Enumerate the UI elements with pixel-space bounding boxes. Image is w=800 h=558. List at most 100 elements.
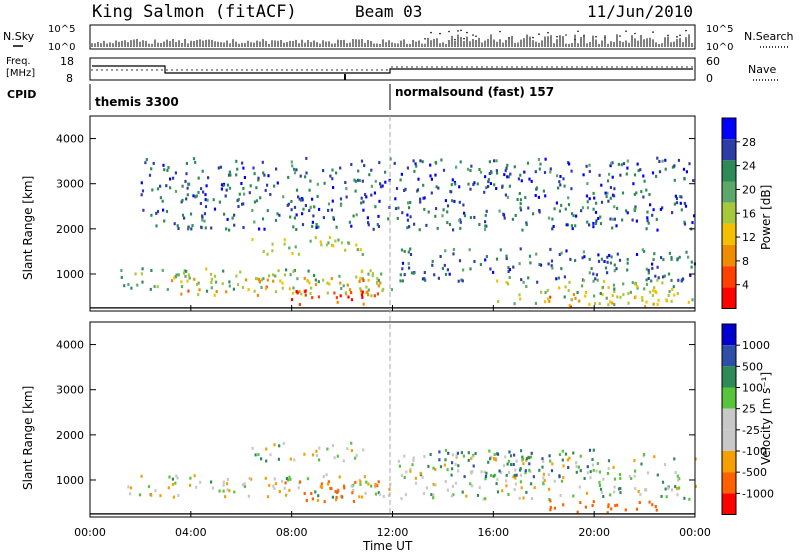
- heatmap-cell: [603, 260, 606, 263]
- heatmap-cell: [235, 274, 238, 278]
- heatmap-cell: [590, 267, 593, 271]
- heatmap-cell: [222, 184, 225, 187]
- heatmap-cell: [550, 259, 554, 263]
- heatmap-cell: [407, 262, 410, 266]
- power-colorbar-label: Power [dB]: [759, 185, 773, 250]
- heatmap-cell: [493, 457, 496, 461]
- heatmap-cell: [558, 453, 562, 456]
- heatmap-cell: [231, 216, 234, 220]
- heatmap-cell: [403, 454, 406, 458]
- heatmap-cell: [145, 158, 148, 162]
- nsearch-dot: [685, 29, 687, 32]
- heatmap-cell: [377, 480, 380, 484]
- heatmap-cell: [691, 298, 694, 302]
- nave-dot: [361, 69, 363, 71]
- heatmap-cell: [594, 210, 598, 214]
- heatmap-cell: [625, 209, 628, 213]
- heatmap-cell: [415, 164, 418, 168]
- heatmap-cell: [675, 487, 679, 491]
- heatmap-cell: [403, 273, 406, 277]
- heatmap-cell: [656, 278, 659, 282]
- heatmap-cell: [240, 182, 243, 185]
- nsky-tick-bottom: 10^0: [48, 42, 75, 53]
- heatmap-cell: [652, 258, 655, 262]
- heatmap-cell: [613, 287, 616, 291]
- heatmap-cell: [606, 472, 610, 475]
- heatmap-cell: [233, 213, 236, 217]
- heatmap-cell: [409, 247, 412, 251]
- nave-dot: [241, 69, 243, 71]
- nave-dot: [341, 69, 343, 71]
- heatmap-cell: [185, 197, 188, 201]
- heatmap-cell: [382, 287, 385, 291]
- heatmap-cell: [241, 286, 245, 289]
- heatmap-cell: [269, 453, 272, 457]
- heatmap-cell: [618, 258, 622, 262]
- heatmap-cell: [315, 223, 318, 226]
- heatmap-cell: [444, 448, 447, 452]
- heatmap-cell: [140, 193, 143, 197]
- heatmap-cell: [467, 182, 470, 186]
- heatmap-cell: [570, 187, 573, 191]
- heatmap-cell: [652, 302, 655, 306]
- heatmap-cell: [657, 276, 660, 280]
- heatmap-cell: [648, 193, 651, 196]
- heatmap-cell: [567, 466, 570, 469]
- heatmap-cell: [430, 191, 433, 195]
- heatmap-cell: [228, 173, 231, 177]
- heatmap-cell: [360, 201, 363, 205]
- heatmap-cell: [140, 474, 143, 478]
- heatmap-cell: [685, 250, 688, 254]
- nave-dot: [451, 66, 453, 68]
- heatmap-cell: [144, 161, 147, 165]
- heatmap-cell: [141, 189, 145, 193]
- nave-dot: [421, 66, 423, 68]
- heatmap-cell: [525, 490, 528, 494]
- heatmap-cell: [180, 292, 183, 296]
- heatmap-cell: [370, 193, 373, 197]
- heatmap-cell: [462, 268, 465, 272]
- heatmap-cell: [210, 226, 213, 230]
- heatmap-cell: [551, 217, 554, 221]
- heatmap-cell: [347, 241, 350, 245]
- heatmap-cell: [613, 263, 616, 267]
- nave-dot: [506, 66, 508, 68]
- heatmap-cell: [187, 227, 190, 231]
- heatmap-cell: [404, 493, 407, 497]
- heatmap-cell: [555, 277, 558, 281]
- heatmap-cell: [165, 184, 168, 188]
- heatmap-cell: [450, 190, 453, 194]
- heatmap-cell: [173, 222, 176, 226]
- heatmap-cell: [296, 277, 299, 281]
- heatmap-cell: [325, 473, 328, 477]
- heatmap-cell: [272, 279, 275, 283]
- nave-dot: [231, 69, 233, 71]
- heatmap-cell: [459, 220, 462, 224]
- heatmap-cell: [485, 471, 488, 475]
- heatmap-cell: [592, 272, 595, 276]
- heatmap-cell: [606, 255, 609, 259]
- heatmap-cell: [654, 274, 657, 278]
- heatmap-cell: [683, 201, 686, 205]
- heatmap-cell: [274, 218, 278, 222]
- heatmap-cell: [606, 271, 609, 275]
- heatmap-cell: [243, 192, 246, 196]
- heatmap-cell: [499, 248, 502, 252]
- heatmap-cell: [515, 473, 518, 477]
- heatmap-cell: [525, 221, 528, 225]
- colorbar-swatch: [722, 202, 736, 224]
- heatmap-cell: [519, 467, 522, 471]
- ytick-label: 3000: [56, 384, 84, 397]
- heatmap-cell: [225, 290, 228, 294]
- heatmap-cell: [232, 287, 235, 291]
- heatmap-cell: [331, 444, 334, 448]
- heatmap-cell: [298, 197, 301, 201]
- nave-dot: [286, 69, 288, 71]
- heatmap-cell: [425, 486, 428, 490]
- heatmap-cell: [473, 215, 476, 219]
- nave-dot: [106, 69, 108, 71]
- heatmap-cell: [519, 473, 522, 477]
- heatmap-cell: [488, 160, 491, 164]
- heatmap-cell: [471, 470, 474, 473]
- heatmap-cell: [680, 195, 683, 199]
